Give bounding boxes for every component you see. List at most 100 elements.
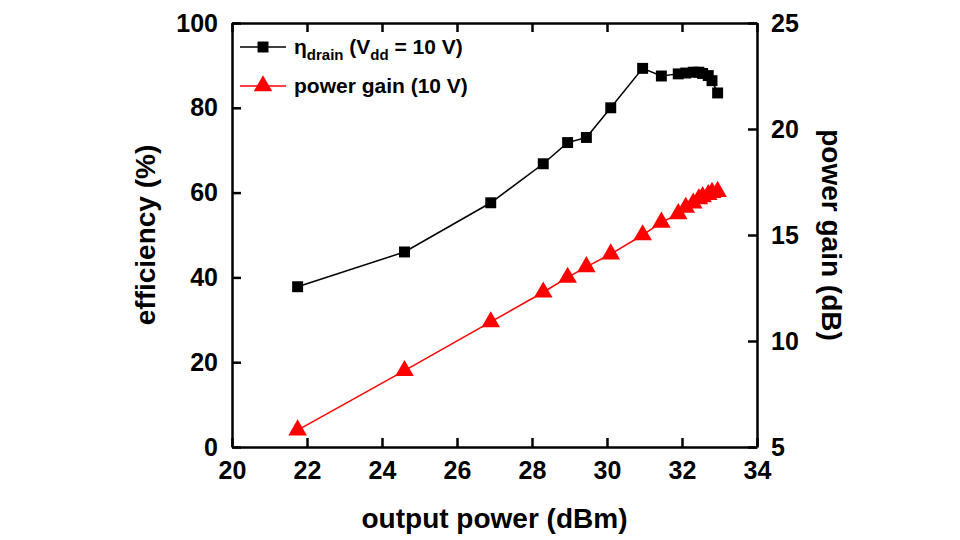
tick: 40 — [190, 263, 241, 291]
y2-axis-title: power gain (dB) — [816, 129, 847, 341]
data-point — [481, 311, 500, 327]
data-point — [652, 212, 671, 228]
tick-label: 25 — [771, 9, 799, 37]
data-point — [712, 87, 723, 98]
tick: 10 — [748, 327, 799, 355]
tick-mark — [756, 23, 759, 32]
legend-label: ηdrain (Vdd = 10 V) — [294, 35, 463, 63]
tick: 100 — [176, 9, 241, 37]
data-point — [637, 63, 648, 74]
data-point — [708, 181, 727, 197]
data-point — [605, 102, 616, 113]
legend: ηdrain (Vdd = 10 V) power gain (10 V) — [240, 35, 468, 97]
frame-top — [233, 23, 758, 32]
x-axis-line — [233, 446, 758, 449]
tick-mark — [232, 277, 241, 280]
chart: 2022242628303234020406080100510152025ηdr… — [0, 0, 960, 540]
tick: 15 — [748, 221, 799, 249]
legend-item: power gain (10 V) — [240, 74, 468, 97]
tick: 30 — [594, 438, 622, 484]
tick-label: 40 — [190, 263, 218, 291]
tick-mark — [456, 438, 459, 447]
tick-mark — [306, 438, 309, 447]
tick-mark — [232, 361, 241, 364]
y2-axis: 5 10 15 20 25 — [748, 9, 799, 461]
y-axis-title: efficiency (%) — [130, 145, 161, 326]
tick-label: 80 — [190, 93, 218, 121]
legend-marker — [258, 42, 269, 53]
tick — [457, 23, 458, 32]
tick-mark — [606, 438, 609, 447]
tick-mark — [531, 438, 534, 447]
tick-label: 20 — [219, 456, 247, 484]
series-line — [298, 192, 718, 431]
tick: 24 — [369, 438, 397, 484]
tick-label: 100 — [176, 9, 218, 37]
tick: 0 — [204, 433, 241, 461]
data-point — [399, 246, 410, 257]
tick: 60 — [190, 178, 241, 206]
data-point — [292, 281, 303, 292]
tick-label: 5 — [771, 433, 785, 461]
y-axis-line — [231, 24, 234, 448]
tick-mark — [232, 446, 241, 449]
tick-label: 24 — [369, 456, 397, 484]
tick: 26 — [444, 438, 472, 484]
tick-mark — [681, 438, 684, 447]
tick-label: 22 — [294, 456, 322, 484]
data-point — [577, 256, 596, 272]
tick-mark — [232, 192, 241, 195]
series-line — [298, 68, 718, 286]
legend-item: ηdrain (Vdd = 10 V) — [240, 35, 463, 63]
legend-label: power gain (10 V) — [294, 74, 468, 97]
plot: 2022242628303234020406080100510152025ηdr… — [176, 9, 799, 484]
tick-mark — [306, 23, 309, 32]
tick-mark — [748, 446, 757, 449]
data-area — [288, 63, 727, 436]
tick-mark — [748, 128, 757, 131]
tick — [307, 23, 308, 32]
tick-label: 28 — [519, 456, 547, 484]
tick — [532, 23, 533, 32]
data-point — [581, 132, 592, 143]
data-point — [538, 158, 549, 169]
tick-label: 10 — [771, 327, 799, 355]
tick-mark — [606, 23, 609, 32]
tick-mark — [748, 340, 757, 343]
data-point — [707, 75, 718, 86]
tick-label: 20 — [190, 348, 218, 376]
y-axis: 0 20 40 60 80 100 — [176, 9, 241, 461]
data-point — [562, 137, 573, 148]
tick-mark — [232, 107, 241, 110]
tick — [757, 23, 758, 32]
tick-label: 34 — [744, 456, 772, 484]
tick-mark — [681, 23, 684, 32]
tick: 20 — [748, 115, 799, 143]
tick: 32 — [669, 438, 697, 484]
tick — [682, 23, 683, 32]
tick-label: 30 — [594, 456, 622, 484]
data-point — [633, 224, 652, 240]
tick-label: 60 — [190, 178, 218, 206]
tick — [607, 23, 608, 32]
tick: 80 — [190, 93, 241, 121]
data-point — [534, 281, 553, 297]
data-point — [485, 197, 496, 208]
tick: 5 — [748, 433, 785, 461]
data-point — [601, 243, 620, 259]
data-point — [558, 267, 577, 283]
tick-mark — [231, 23, 234, 32]
frame-line — [233, 22, 758, 25]
tick-label: 20 — [771, 115, 799, 143]
tick-label: 26 — [444, 456, 472, 484]
tick — [382, 23, 383, 32]
data-point — [395, 360, 414, 376]
tick — [232, 23, 233, 32]
x-axis-title: output power (dBm) — [362, 503, 628, 534]
tick: 22 — [294, 438, 322, 484]
tick-mark — [381, 438, 384, 447]
tick-label: 32 — [669, 456, 697, 484]
data-point — [656, 71, 667, 82]
tick-mark — [456, 23, 459, 32]
tick-label: 15 — [771, 221, 799, 249]
